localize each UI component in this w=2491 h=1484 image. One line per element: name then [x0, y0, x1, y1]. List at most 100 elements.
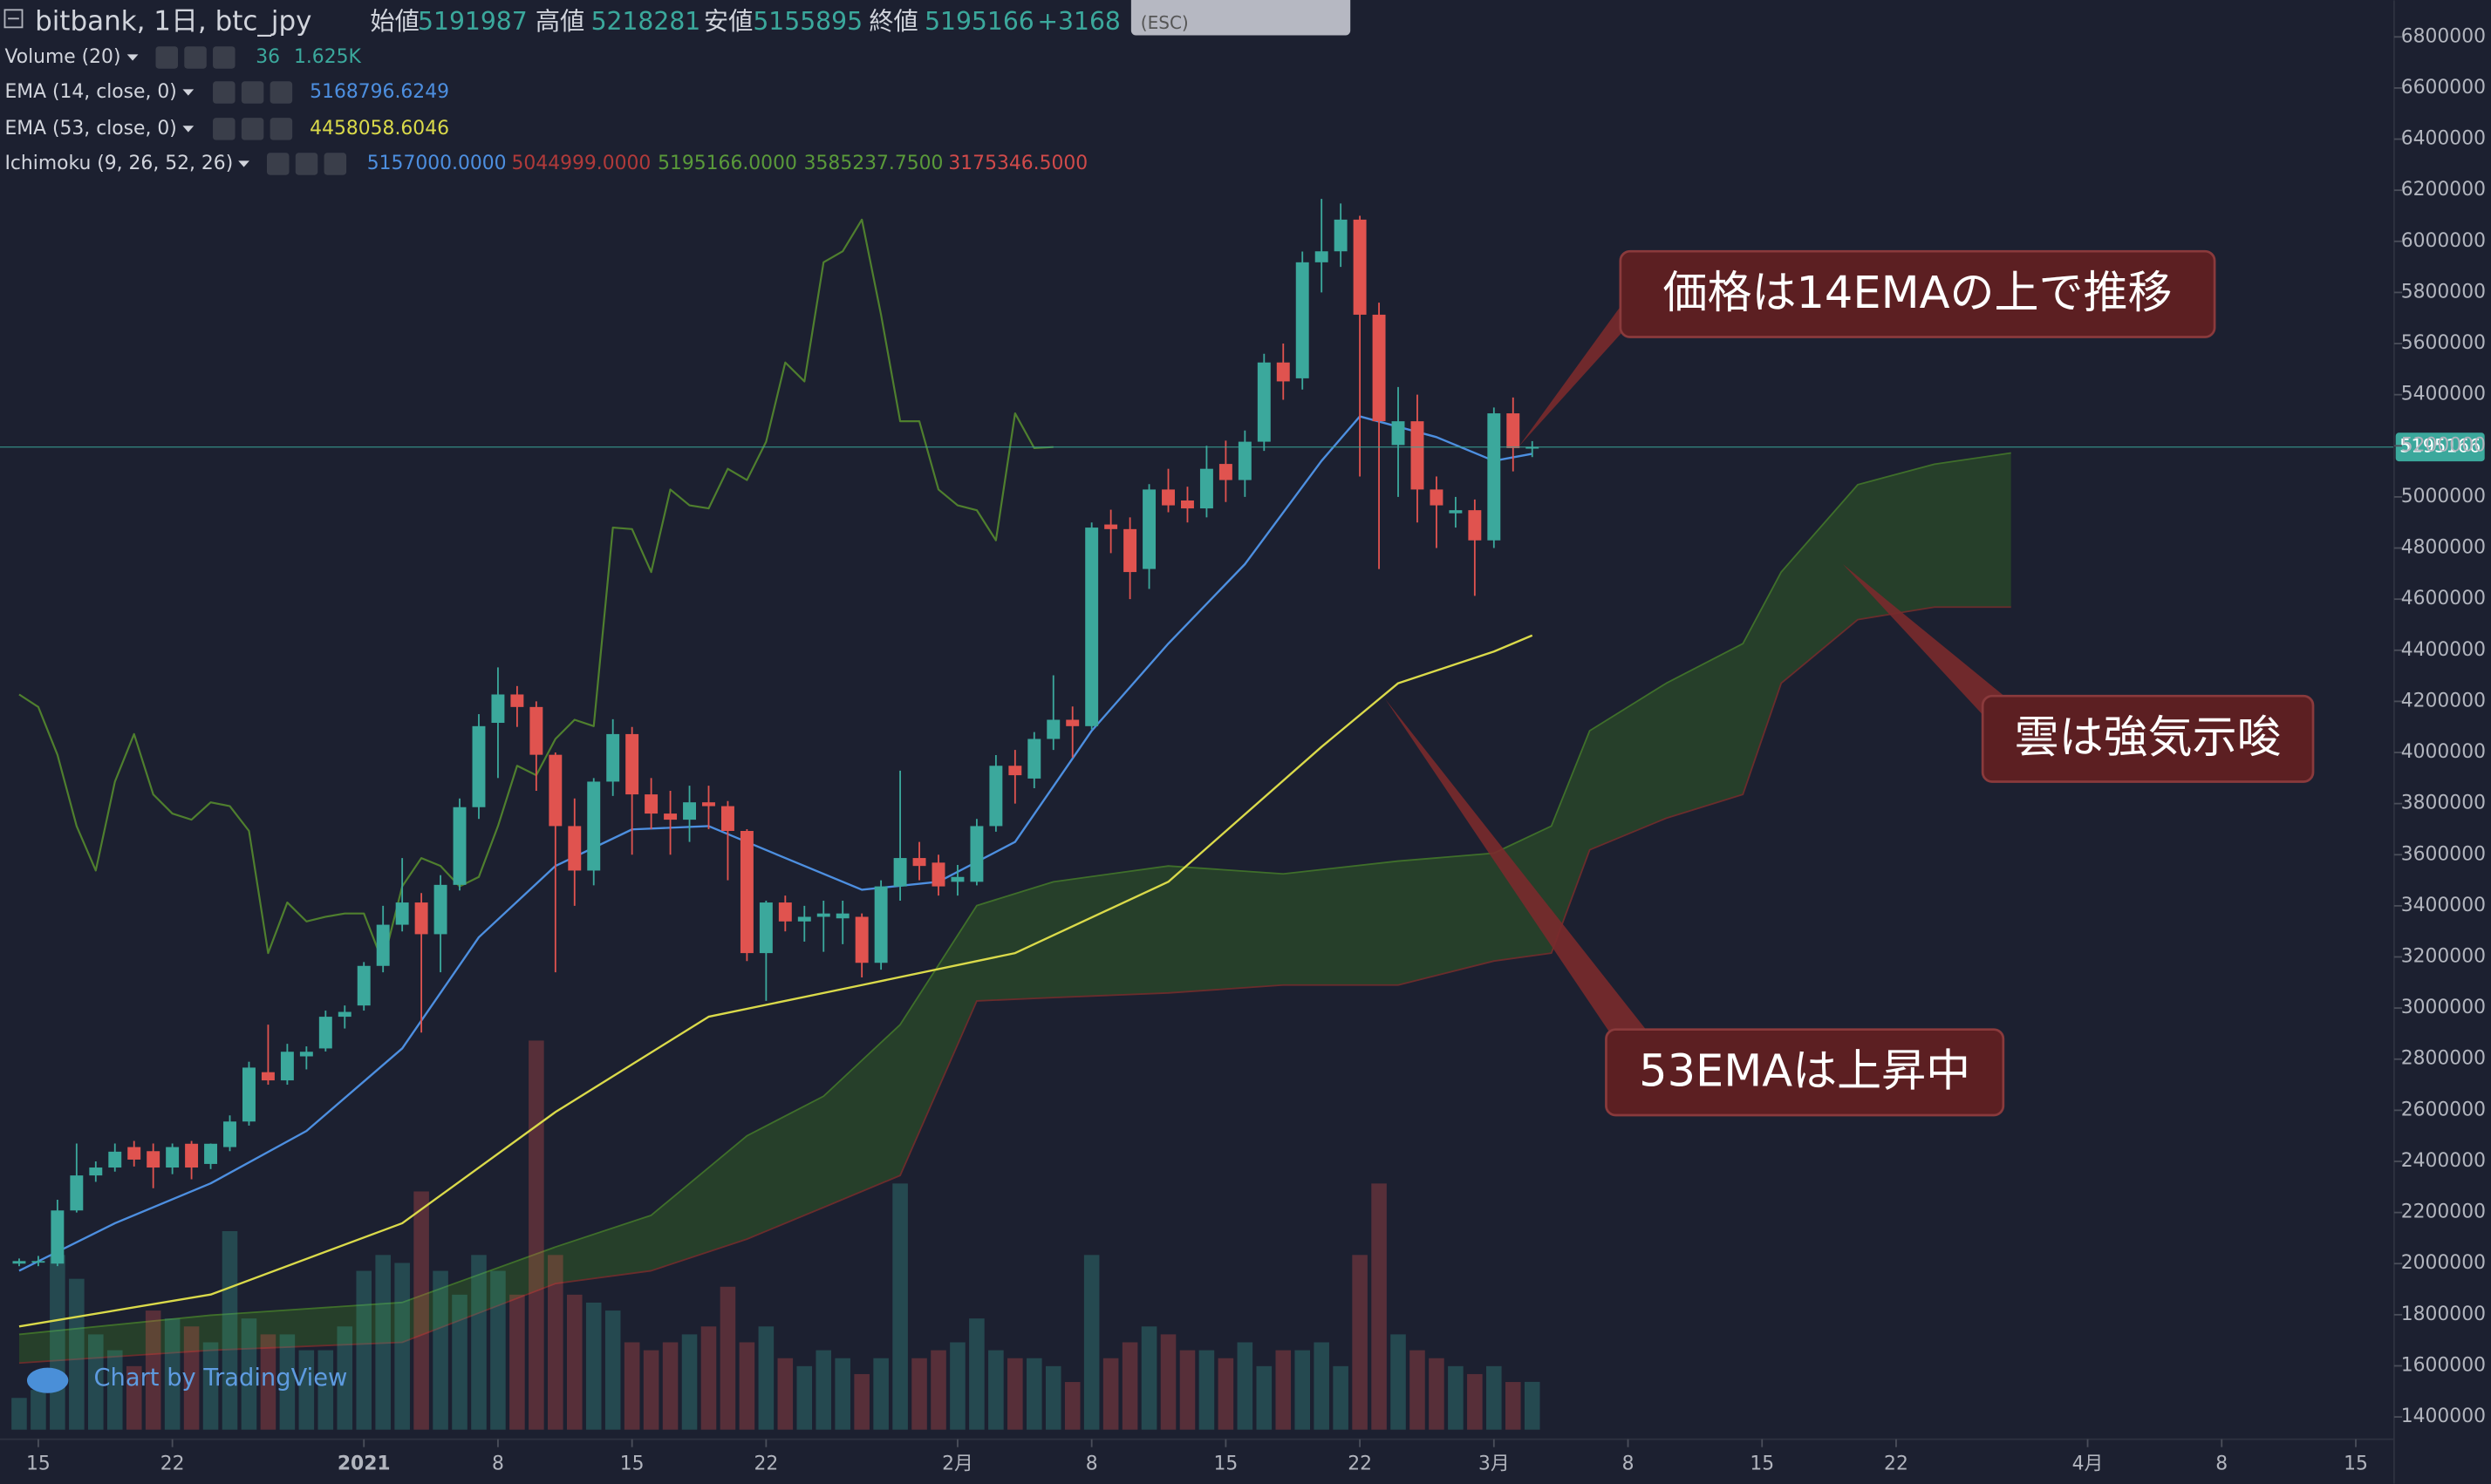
- volume-bar: [1083, 1255, 1100, 1430]
- legend-icon[interactable]: [184, 46, 207, 69]
- watermark-text: Chart by TradingView: [93, 1365, 347, 1392]
- legend-icon[interactable]: [155, 46, 179, 69]
- volume-bar: [566, 1294, 583, 1430]
- callout-text: 雲は強気示唆: [2015, 712, 2282, 764]
- volume-bar: [433, 1270, 448, 1430]
- candle-body: [31, 1261, 45, 1263]
- volume-bar: [88, 1334, 104, 1430]
- ohlc-label: 高値: [536, 7, 584, 36]
- x-tick-label: 3月: [1478, 1453, 1510, 1475]
- y-tick-label: 4800000: [2401, 537, 2486, 559]
- volume-bar: [490, 1270, 506, 1430]
- y-tick-label: 3200000: [2401, 946, 2486, 968]
- volume-bar: [241, 1318, 257, 1430]
- candle-body: [1181, 500, 1194, 509]
- legend-caret[interactable]: [182, 126, 195, 133]
- volume-bar: [624, 1342, 640, 1430]
- x-tick-label: 15: [620, 1453, 645, 1475]
- candle-body: [453, 807, 467, 885]
- volume-bar: [126, 1365, 142, 1430]
- volume-bar: [1505, 1382, 1521, 1430]
- legend-icon[interactable]: [295, 153, 318, 175]
- callout-pointer: [1518, 302, 1624, 447]
- legend-value: 3175346.5000: [948, 153, 1088, 174]
- legend-icon[interactable]: [213, 46, 235, 69]
- volume-bar: [1294, 1350, 1311, 1430]
- candle-body: [912, 858, 926, 867]
- candle-body: [1238, 441, 1252, 480]
- legend-value: 5168796.6249: [310, 81, 449, 103]
- legend-value: 5157000.0000: [367, 153, 507, 174]
- legend-value: 4458058.6046: [310, 118, 449, 140]
- y-tick-label: 5800000: [2401, 281, 2486, 303]
- volume-bar: [1409, 1350, 1425, 1430]
- candle-body: [1468, 510, 1482, 541]
- volume-bar: [1448, 1365, 1464, 1430]
- candle-body: [951, 876, 965, 882]
- legend-icon[interactable]: [270, 118, 293, 140]
- candle-body: [185, 1143, 199, 1168]
- volume-bar: [854, 1373, 870, 1430]
- volume-bar: [50, 1255, 65, 1430]
- candle-body: [932, 862, 945, 887]
- volume-bar: [222, 1231, 238, 1430]
- volume-bar: [375, 1255, 391, 1430]
- volume-bar: [739, 1342, 755, 1430]
- candle-body: [299, 1052, 313, 1057]
- volume-bar: [11, 1398, 27, 1430]
- volume-bar: [1027, 1358, 1042, 1430]
- candle-body: [778, 902, 792, 922]
- candle-body: [1430, 489, 1443, 506]
- candle-body: [759, 902, 773, 954]
- candle-body: [147, 1151, 160, 1168]
- legend-caret[interactable]: [126, 54, 139, 61]
- y-tick-label: 2800000: [2401, 1048, 2486, 1070]
- legend-caret[interactable]: [182, 89, 195, 96]
- volume-bar: [69, 1278, 85, 1430]
- y-tick-label: 3400000: [2401, 895, 2486, 916]
- volume-bar: [298, 1350, 315, 1430]
- candle-body: [1085, 528, 1099, 726]
- candle-body: [1449, 510, 1463, 514]
- volume-bar: [1429, 1358, 1444, 1430]
- y-tick-label: 3000000: [2401, 997, 2486, 1018]
- legend-icon[interactable]: [267, 153, 290, 175]
- candle-body: [242, 1067, 256, 1122]
- candle-body: [529, 706, 543, 755]
- x-tick-label: 15: [2344, 1453, 2368, 1475]
- candle-body: [433, 884, 447, 935]
- y-tick-label: 5000000: [2401, 486, 2486, 507]
- legend-caret[interactable]: [238, 160, 249, 167]
- legend-icon[interactable]: [270, 81, 293, 104]
- candle-body: [836, 913, 850, 919]
- x-tick-label: 15: [1750, 1453, 1774, 1475]
- y-tick-label: 4400000: [2401, 639, 2486, 661]
- volume-bar: [873, 1358, 889, 1430]
- ichimoku-cloud: [18, 453, 2011, 1364]
- volume-bar: [1218, 1358, 1234, 1430]
- candle-body: [1410, 421, 1424, 490]
- candle-body: [893, 858, 907, 887]
- legend-icon[interactable]: [324, 153, 347, 175]
- candle-body: [720, 806, 734, 832]
- volume-bar: [183, 1326, 200, 1430]
- y-tick-label: 1800000: [2401, 1304, 2486, 1325]
- candle-body: [376, 924, 390, 966]
- watermark[interactable]: Chart by TradingView: [26, 1365, 347, 1393]
- volume-bar: [1102, 1358, 1119, 1430]
- candle-body: [740, 831, 754, 954]
- tooltip-box: [1130, 0, 1351, 36]
- legend-icon[interactable]: [241, 81, 264, 104]
- legend-icon[interactable]: [213, 118, 235, 140]
- volume-bar: [1179, 1350, 1196, 1430]
- candle-body: [1525, 446, 1539, 449]
- legend-icon[interactable]: [213, 81, 235, 104]
- volume-bar: [106, 1350, 123, 1430]
- candle-body: [108, 1151, 122, 1168]
- y-tick-label: 6200000: [2401, 179, 2486, 201]
- collapse-icon[interactable]: [3, 9, 24, 29]
- x-tick-label: 8: [1622, 1453, 1635, 1475]
- callout-box: [1619, 249, 2216, 338]
- legend-icon[interactable]: [241, 118, 264, 140]
- ohlc-value: 5218281: [591, 7, 701, 36]
